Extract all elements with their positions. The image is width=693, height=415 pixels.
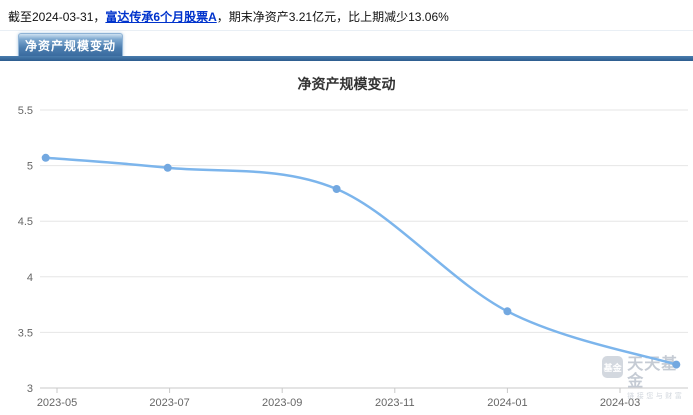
fund-name-link[interactable]: 富达传承6个月股票A [105,10,217,24]
x-axis-tick-label: 2023-07 [149,397,189,409]
summary-suffix: ，期末净资产3.21亿元，比上期减少13.06% [216,10,449,24]
y-axis-tick-label: 3.5 [18,327,33,339]
y-axis-tick-label: 3 [27,383,33,395]
data-point-marker[interactable] [163,163,172,172]
fund-logo-icon: 基金 [602,356,624,378]
y-axis-tick-label: 5.5 [18,105,33,117]
tab-strip: 净资产规模变动 [0,30,693,61]
net-asset-chart: 净资产规模变动 基金 天天基金 链接您与财富 3 3.5 4 4.5 5 5.5 2023-… [0,61,693,415]
y-axis-tick-label: 4.5 [18,216,33,228]
data-point-marker[interactable] [41,153,50,162]
net-asset-line-series [44,156,678,366]
data-point-marker[interactable] [672,360,681,369]
summary-line: 截至2024-03-31，富达传承6个月股票A，期末净资产3.21亿元，比上期减… [0,0,693,30]
data-point-marker[interactable] [332,185,341,193]
x-axis-tick-label: 2024-03 [600,397,640,409]
watermark-tagline: 链接您与财富 [627,393,685,400]
summary-prefix: 截至2024-03-31， [8,10,106,24]
chart-plot-area: 3 3.5 4 4.5 5 5.5 2023-05 2023-07 2023-09 2023-11… [18,105,688,409]
tab-label: 净资产规模变动 [25,39,117,53]
x-axis-tick-label: 2023-11 [375,397,415,409]
chart-title: 净资产规模变动 [297,76,396,92]
y-axis-tick-label: 4 [27,272,33,284]
x-axis-tick-label: 2023-09 [262,397,302,409]
y-axis-tick-label: 5 [27,161,33,173]
tab-net-asset-change[interactable]: 净资产规模变动 [18,33,124,57]
data-point-marker[interactable] [503,307,512,316]
x-axis-tick-label: 2024-01 [487,397,527,409]
fund-logo-icon-text: 基金 [603,362,622,373]
tab-underline-bar [0,56,693,61]
x-axis-tick-label: 2023-05 [37,397,77,409]
